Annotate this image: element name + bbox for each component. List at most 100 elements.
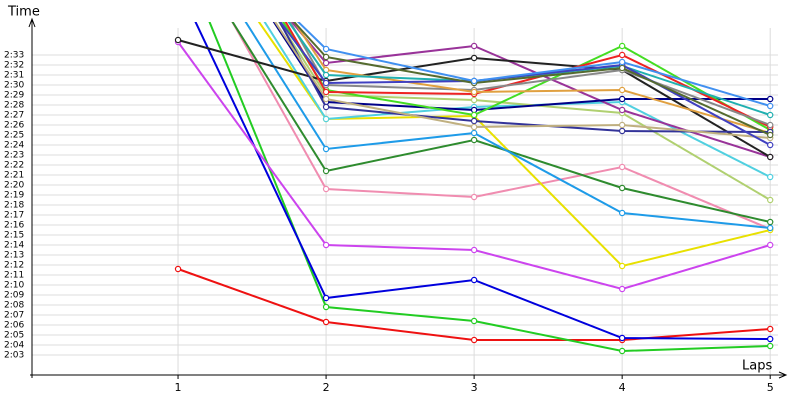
point [174,36,182,44]
point [618,86,626,94]
y-tick-label: 2:14 [4,241,24,251]
y-tick-label: 2:07 [4,311,24,321]
y-tick-label: 2:21 [4,171,24,181]
x-tick-label: 2 [323,381,330,394]
point [322,167,330,175]
point [618,127,626,135]
x-tick-label: 3 [471,381,478,394]
point [766,196,774,204]
y-tick-label: 2:25 [4,131,24,141]
point [322,185,330,193]
point [322,115,330,123]
point [174,265,182,273]
point [618,262,626,270]
y-tick-label: 2:11 [4,271,24,281]
point [618,64,626,72]
point [470,246,478,254]
point [322,318,330,326]
point [322,294,330,302]
point [322,88,330,96]
plot-area [174,22,774,355]
point [322,53,330,61]
y-tick-label: 2:12 [4,261,24,271]
point [470,193,478,201]
y-tick-label: 2:26 [4,121,24,131]
point [470,123,478,131]
point [470,276,478,284]
point [766,121,774,129]
labels: 2:032:042:052:062:072:082:092:102:112:12… [4,51,774,395]
point [322,59,330,67]
x-tick-label: 1 [175,381,182,394]
y-tick-label: 2:23 [4,151,24,161]
y-tick-label: 2:03 [4,351,24,361]
x-arrow [778,371,788,379]
point [618,121,626,129]
point [470,111,478,119]
point [766,131,774,139]
point [618,58,626,66]
point [618,51,626,59]
point [470,317,478,325]
y-tick-label: 2:08 [4,301,24,311]
y-tick-label: 2:20 [4,181,24,191]
point [618,209,626,217]
point [766,95,774,103]
point [618,347,626,355]
point [322,95,330,103]
point [766,224,774,232]
y-tick-label: 2:17 [4,211,24,221]
point [322,71,330,79]
point [322,145,330,153]
y-axis-title: Time [7,5,40,20]
y-tick-label: 2:32 [4,61,24,71]
point [618,95,626,103]
point [618,184,626,192]
point [618,106,626,114]
point [766,153,774,161]
point [470,77,478,85]
point [322,103,330,111]
y-tick-label: 2:04 [4,341,24,351]
point [322,79,330,87]
y-arrow [28,17,36,28]
point [618,163,626,171]
point [766,241,774,249]
point [766,102,774,110]
point [470,336,478,344]
point [766,173,774,181]
y-tick-label: 2:19 [4,191,24,201]
point [470,96,478,104]
point [766,141,774,149]
point [766,325,774,333]
point [618,42,626,50]
y-tick-label: 2:30 [4,81,24,91]
y-tick-label: 2:29 [4,91,24,101]
point [322,45,330,53]
y-tick-label: 2:15 [4,231,24,241]
point [766,218,774,226]
point [322,241,330,249]
point [766,342,774,350]
y-tick-label: 2:27 [4,111,24,121]
y-tick-label: 2:31 [4,71,24,81]
y-tick-label: 2:09 [4,291,24,301]
point [470,136,478,144]
y-tick-label: 2:06 [4,321,24,331]
y-tick-label: 2:05 [4,331,24,341]
x-axis-title: Laps [742,359,772,374]
y-tick-label: 2:18 [4,201,24,211]
x-tick-label: 4 [619,381,626,394]
y-tick-label: 2:33 [4,51,24,61]
point [766,335,774,343]
y-tick-label: 2:24 [4,141,24,151]
y-tick-label: 2:16 [4,221,24,231]
y-tick-label: 2:28 [4,101,24,111]
point [618,334,626,342]
point [470,129,478,137]
y-tick-label: 2:13 [4,251,24,261]
point [322,303,330,311]
point [618,285,626,293]
point [470,117,478,125]
